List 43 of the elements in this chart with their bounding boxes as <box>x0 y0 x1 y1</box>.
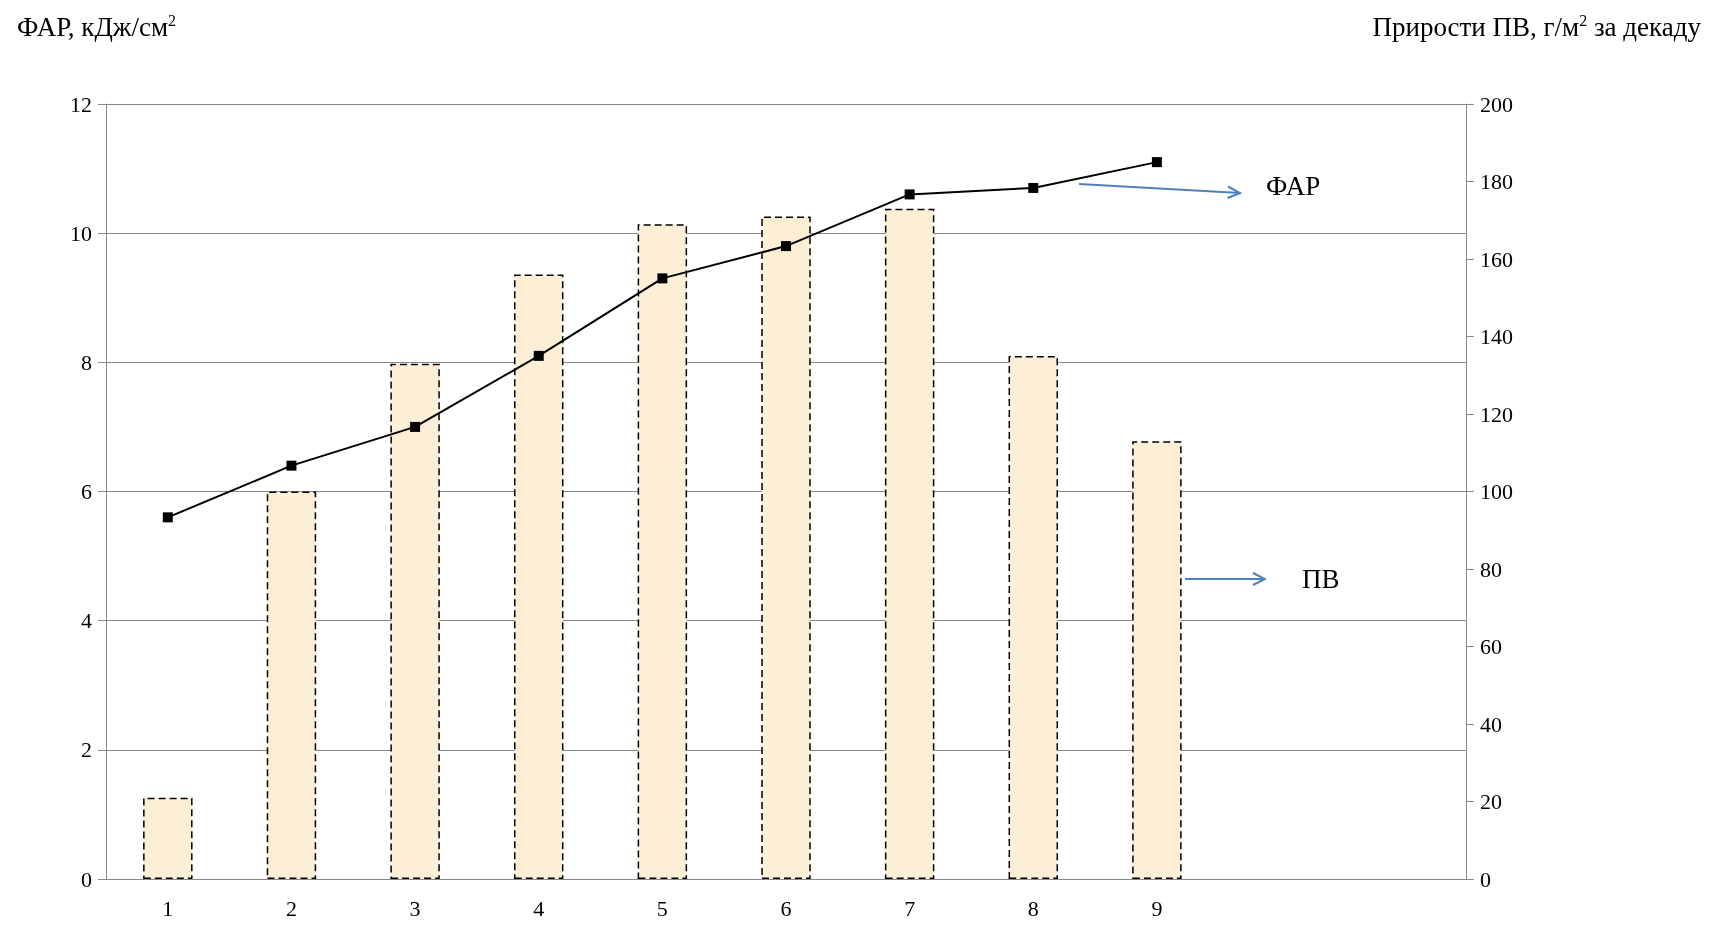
y-tick-label: 0 <box>81 866 92 892</box>
point <box>162 512 173 523</box>
x-tick-label: 8 <box>1027 895 1039 921</box>
text: ПВ <box>1302 564 1340 594</box>
x-tick-label: 3 <box>409 895 421 921</box>
x-tick-label: 7 <box>904 895 916 921</box>
y2-tick-label: 120 <box>1480 401 1513 427</box>
x-tick-label: 5 <box>656 895 668 921</box>
point <box>904 189 915 200</box>
bar <box>143 797 193 879</box>
y2-tick-label: 160 <box>1480 246 1513 272</box>
y2-tick-label: 40 <box>1480 711 1502 737</box>
y-tick-label: 12 <box>70 91 92 117</box>
point <box>781 241 791 252</box>
x-tick-label: 2 <box>285 895 297 921</box>
bar <box>1008 355 1058 879</box>
y-tick-label: 8 <box>81 349 92 375</box>
y2-tick-label: 20 <box>1480 789 1502 814</box>
y-tick-label: 4 <box>81 608 92 634</box>
point <box>657 273 668 284</box>
y2-tick-label: 140 <box>1480 324 1513 349</box>
text: ФАР <box>1266 171 1321 201</box>
y-tick-label: 10 <box>70 220 92 246</box>
x-tick-label: 6 <box>780 895 792 921</box>
x-tick-label: 9 <box>1151 895 1163 921</box>
y2-tick-label: 100 <box>1480 479 1513 504</box>
bar <box>1132 441 1182 879</box>
bar <box>266 491 317 879</box>
x-tick-label: 1 <box>162 895 174 921</box>
bar <box>884 208 935 879</box>
y2-tick-label: 0 <box>1480 866 1491 892</box>
point <box>286 460 297 471</box>
y2-tick-label: 80 <box>1480 556 1502 582</box>
point <box>1028 182 1039 193</box>
y-tick-label: 6 <box>81 479 92 504</box>
y2-tick-label: 200 <box>1480 91 1513 117</box>
y2-tick-label: 180 <box>1480 169 1513 194</box>
point <box>410 421 421 432</box>
point <box>1151 157 1162 168</box>
point <box>533 350 544 361</box>
y2-tick-label: 60 <box>1480 634 1502 659</box>
y-tick-label: 2 <box>81 737 92 763</box>
x-tick-label: 4 <box>533 895 545 921</box>
